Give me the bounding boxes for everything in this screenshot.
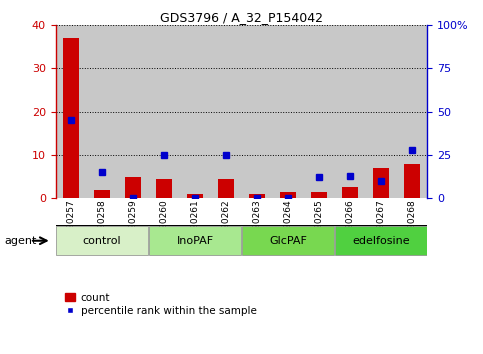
Bar [404,164,420,198]
Bar [218,179,234,198]
Bar [335,227,427,255]
Text: GDS3796 / A_32_P154042: GDS3796 / A_32_P154042 [160,11,323,24]
Bar [187,194,203,198]
Text: InoPAF: InoPAF [176,236,213,246]
Bar [311,192,327,198]
Bar [249,194,265,198]
Bar [156,179,172,198]
Bar [242,25,272,198]
Bar [373,168,389,198]
Bar [63,38,79,198]
Bar [366,25,397,198]
Bar [86,25,117,198]
Bar [334,25,366,198]
Bar [117,25,149,198]
Text: GlcPAF: GlcPAF [269,236,307,246]
Bar [125,177,141,198]
Bar [149,227,241,255]
Bar [242,227,334,255]
Bar [303,25,334,198]
Bar [56,227,148,255]
Bar [280,192,296,198]
Bar [149,25,180,198]
Bar [56,25,86,198]
Text: edelfosine: edelfosine [352,236,410,246]
Bar [94,190,110,198]
Bar [180,25,211,198]
Bar [211,25,242,198]
Text: control: control [83,236,121,246]
Bar [397,25,427,198]
Text: agent: agent [5,236,37,246]
Bar [272,25,303,198]
Legend: count, percentile rank within the sample: count, percentile rank within the sample [61,289,261,320]
Bar [342,187,358,198]
